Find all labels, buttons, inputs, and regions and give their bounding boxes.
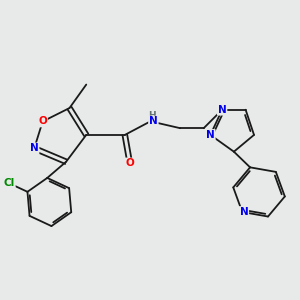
Text: O: O: [125, 158, 134, 168]
Text: N: N: [239, 207, 248, 217]
Text: Cl: Cl: [4, 178, 15, 188]
Text: N: N: [206, 130, 215, 140]
Text: N: N: [149, 116, 158, 127]
Text: O: O: [38, 116, 47, 127]
Text: H: H: [148, 111, 155, 120]
Text: N: N: [218, 105, 226, 115]
Text: N: N: [30, 143, 39, 153]
